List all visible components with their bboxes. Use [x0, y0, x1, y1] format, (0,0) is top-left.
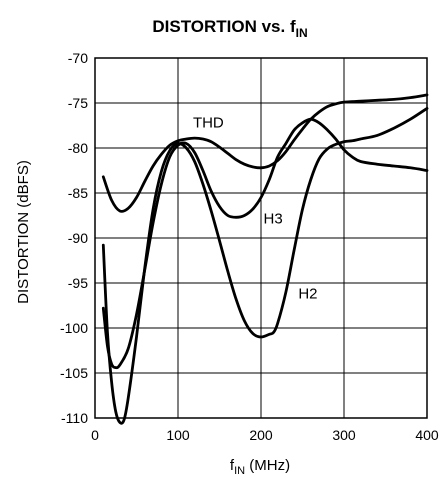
- annotation-h2: H2: [298, 285, 317, 302]
- grid: [95, 58, 427, 418]
- x-tick-label: 0: [91, 427, 99, 443]
- x-tick-labels: 0 100 200 300 400: [91, 427, 439, 443]
- y-tick-label: -90: [68, 230, 88, 246]
- y-tick-label: -70: [68, 50, 88, 66]
- series-annotations: THD H3 H2: [193, 114, 318, 302]
- series-lines: [101, 93, 429, 425]
- y-tick-label: -105: [60, 365, 88, 381]
- x-tick-label: 300: [332, 427, 356, 443]
- series-line-h3: [101, 117, 429, 370]
- x-tick-label: 100: [166, 427, 190, 443]
- series-line-h2: [101, 107, 429, 425]
- annotation-h3: H3: [263, 211, 282, 228]
- y-tick-labels: -70 -75 -80 -85 -90 -95 -100 -105 -110: [60, 50, 88, 426]
- y-tick-label: -85: [68, 185, 88, 201]
- annotation-thd: THD: [193, 114, 224, 131]
- y-tick-label: -75: [68, 95, 88, 111]
- x-tick-label: 400: [415, 427, 439, 443]
- y-axis-label: DISTORTION (dBFS): [15, 160, 32, 304]
- x-tick-label: 200: [249, 427, 273, 443]
- y-tick-label: -80: [68, 140, 88, 156]
- x-axis-label: fIN (MHz): [230, 457, 290, 477]
- y-tick-label: -95: [68, 275, 88, 291]
- plot-frame: [94, 57, 428, 419]
- series-line-thd: [101, 93, 429, 213]
- y-tick-label: -100: [60, 320, 88, 336]
- chart-title-subscript: IN: [296, 26, 308, 40]
- chart-title: DISTORTION vs. fIN: [152, 17, 307, 40]
- y-tick-label: -110: [61, 410, 88, 426]
